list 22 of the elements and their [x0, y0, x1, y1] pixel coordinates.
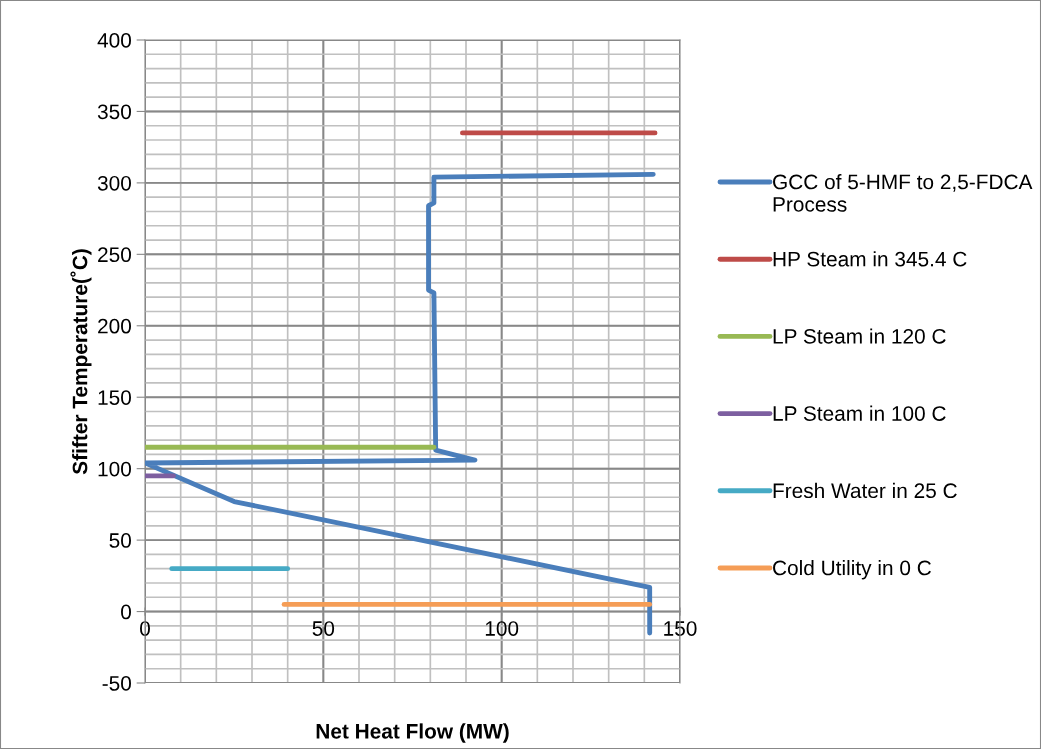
- y-tick-label: 350: [97, 104, 131, 120]
- y-tick-label: 400: [97, 33, 131, 48]
- y-tick-label: 150: [98, 390, 131, 405]
- y-tick-label: 200: [98, 318, 131, 334]
- y-tick-label: 0: [121, 604, 131, 620]
- y-tick-label: 50: [109, 533, 131, 548]
- x-tick-label: 150: [664, 621, 697, 636]
- legend-label: GCC of 5-HMF to 2,5-FDCA Process: [773, 174, 1033, 212]
- y-tick-label: 250: [98, 247, 131, 263]
- legend-label: Fresh Water in 25 C: [773, 482, 957, 499]
- x-tick-label: 0: [140, 621, 150, 636]
- legend-label: LP Steam in 100 C: [773, 405, 946, 421]
- legend-label: HP Steam in 345.4 C: [773, 251, 967, 267]
- y-axis-title: Sfifter Temperature(˚C): [70, 249, 92, 475]
- x-axis-title: Net Heat Flow (MW): [316, 723, 509, 743]
- legend-label: LP Steam in 120 C: [773, 328, 946, 344]
- y-tick-label: 100: [98, 461, 131, 477]
- y-tick-label: 300: [97, 175, 131, 191]
- x-tick-label: 100: [485, 621, 519, 636]
- x-tick-label: 50: [312, 621, 335, 636]
- y-tick-label: -50: [102, 676, 131, 691]
- legend-label: Cold Utility in 0 C: [773, 560, 931, 580]
